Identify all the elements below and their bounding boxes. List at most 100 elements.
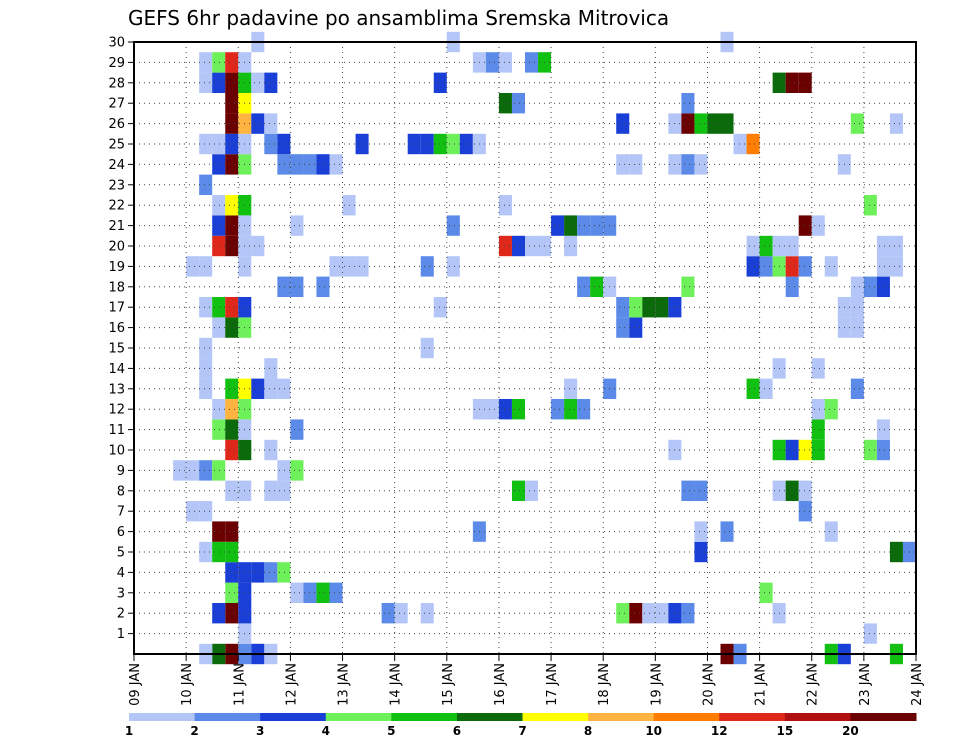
legend-tick-label: 20 — [842, 724, 859, 738]
heatmap-cell — [212, 133, 226, 155]
heatmap-cell — [420, 133, 434, 155]
heatmap-cell — [863, 439, 877, 461]
x-tick-label: 21 JAN — [754, 663, 769, 706]
heatmap-cell — [277, 480, 291, 501]
heatmap-cell — [199, 52, 213, 73]
heatmap-cell — [785, 439, 799, 461]
y-tick-label: 23 — [108, 178, 125, 193]
heatmap-cell — [511, 399, 525, 420]
heatmap-cell — [186, 501, 200, 522]
heatmap-cell — [681, 93, 695, 114]
heatmap-cell — [225, 562, 239, 583]
heatmap-cell — [225, 113, 239, 134]
y-tick-label: 16 — [108, 321, 125, 336]
y-tick-label: 26 — [108, 117, 125, 132]
heatmap-cell — [498, 235, 512, 257]
heatmap-cell — [225, 133, 239, 155]
x-tick-label: 20 JAN — [701, 663, 716, 706]
heatmap-cell — [681, 480, 695, 501]
heatmap-cell — [459, 133, 473, 155]
heatmap-cell — [225, 215, 239, 236]
heatmap-cell — [420, 603, 434, 624]
heatmap-cell — [264, 72, 278, 93]
heatmap-cell — [590, 276, 604, 297]
heatmap-cell — [694, 154, 708, 175]
heatmap-cell — [329, 582, 343, 603]
heatmap-cell — [199, 174, 213, 195]
heatmap-cell — [290, 582, 304, 603]
heatmap-cell — [616, 603, 630, 624]
x-tick-label: 22 JAN — [806, 663, 821, 706]
y-tick-label: 12 — [108, 403, 125, 418]
heatmap-cell — [251, 72, 265, 93]
y-tick-label: 1 — [117, 627, 125, 642]
x-tick-label: 15 JAN — [441, 663, 456, 706]
heatmap-cell — [355, 133, 369, 155]
heatmap-cell — [564, 215, 578, 236]
heatmap-cell — [850, 378, 864, 399]
heatmap-cell — [355, 256, 369, 277]
y-tick-label: 4 — [117, 566, 125, 581]
heatmap-cell — [498, 93, 512, 114]
y-tick-label: 21 — [108, 219, 125, 234]
x-tick-label: 12 JAN — [284, 663, 299, 706]
heatmap-cell — [850, 297, 864, 318]
heatmap-cell — [316, 582, 330, 603]
heatmap-cell — [433, 72, 447, 93]
legend-swatch — [456, 713, 523, 721]
heatmap-cell — [785, 480, 799, 501]
heatmap-cell — [759, 378, 773, 399]
y-tick-label: 28 — [108, 76, 125, 91]
heatmap-cell — [199, 297, 213, 318]
heatmap-cell — [876, 235, 890, 257]
heatmap-cell — [681, 603, 695, 624]
heatmap-cell — [824, 521, 838, 542]
heatmap-cell — [199, 501, 213, 522]
legend-tick-label: 2 — [190, 724, 198, 738]
heatmap-cell — [212, 460, 226, 481]
heatmap-cell — [798, 501, 812, 522]
heatmap-cell — [290, 460, 304, 481]
heatmap-cell — [629, 603, 643, 624]
plot-grid — [134, 42, 916, 654]
y-tick-label: 29 — [108, 56, 125, 71]
heatmap-cell — [798, 256, 812, 277]
heatmap-cell — [681, 276, 695, 297]
heatmap-cell — [694, 541, 708, 563]
heatmap-cell — [564, 399, 578, 420]
y-tick-label: 17 — [108, 301, 125, 316]
heatmap-cell — [863, 195, 877, 216]
legend-swatch — [653, 713, 720, 721]
heatmap-cell — [264, 113, 278, 134]
legend-swatch — [391, 713, 458, 721]
heatmap-cell — [225, 235, 239, 257]
y-tick-label: 5 — [117, 546, 125, 561]
legend-swatch — [325, 713, 392, 721]
heatmap-cell — [876, 276, 890, 297]
heatmap-cell — [264, 378, 278, 399]
heatmap-cell — [694, 521, 708, 542]
heatmap-cell — [225, 419, 239, 440]
heatmap-cell — [264, 480, 278, 501]
heatmap-cell — [485, 399, 499, 420]
heatmap-cell — [629, 154, 643, 175]
legend-swatch — [129, 713, 196, 721]
heatmap-cell — [798, 72, 812, 93]
y-tick-label: 19 — [108, 260, 125, 275]
heatmap-cell — [225, 541, 239, 563]
heatmap-cell — [420, 256, 434, 277]
heatmap-cell — [290, 215, 304, 236]
heatmap-cell — [616, 154, 630, 175]
heatmap-cell — [225, 439, 239, 461]
heatmap-cell — [225, 72, 239, 93]
heatmap-cell — [616, 297, 630, 318]
heatmap-cell — [212, 541, 226, 563]
y-tick-label: 10 — [108, 444, 125, 459]
heatmap-cell — [329, 154, 343, 175]
chart-title: GEFS 6hr padavine po ansamblima Sremska … — [128, 6, 669, 30]
heatmap-cell — [577, 399, 591, 420]
heatmap-cell — [199, 133, 213, 155]
heatmap-cell — [525, 235, 539, 257]
heatmap-cell — [225, 154, 239, 175]
heatmap-cell — [824, 256, 838, 277]
